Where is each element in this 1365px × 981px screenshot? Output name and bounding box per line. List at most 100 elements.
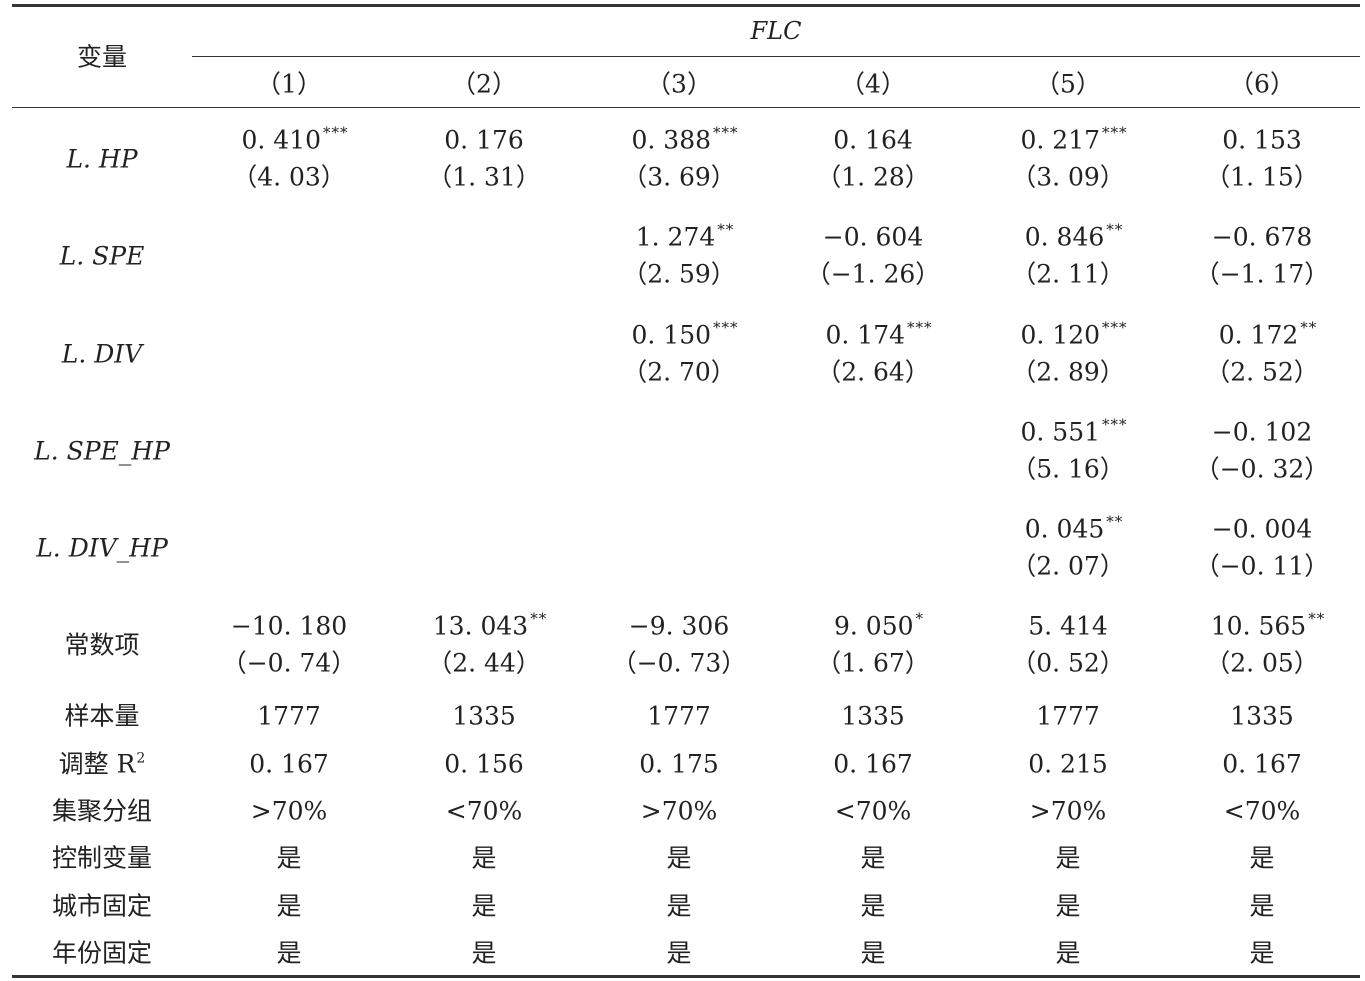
t-statistic: （1. 28） (816, 162, 930, 192)
coefficient: 0. 388 *** (631, 125, 738, 153)
coefficient-value: 0. 217 (1020, 125, 1101, 155)
t-statistic: （2. 11） (1011, 259, 1125, 289)
coefficient-value: 0. 846 (1024, 222, 1105, 252)
group-header-flc: FLC (750, 17, 802, 45)
stat-value: >70% (250, 796, 328, 826)
stat-value: 1335 (1230, 701, 1294, 731)
t-statistic: （2. 59） (622, 259, 736, 289)
significance-stars: ** (530, 609, 548, 628)
t-statistic: （3. 69） (622, 162, 736, 192)
coefficient-value: −9. 306 (628, 611, 730, 641)
coefficient-value: 0. 045 (1024, 514, 1105, 544)
stat-value: <70% (1223, 796, 1301, 826)
significance-stars: * (915, 609, 925, 628)
stat-label: 年份固定 (52, 941, 152, 966)
t-statistic: （2. 64） (816, 357, 930, 387)
t-statistic: （−1. 26） (805, 259, 941, 289)
t-statistic: （1. 15） (1205, 162, 1319, 192)
coefficient: 0. 045 ** (1024, 514, 1124, 544)
top-rule (12, 4, 1360, 7)
coefficient-value: 0. 153 (1222, 125, 1302, 155)
coefficient: 0. 120 *** (1020, 320, 1127, 348)
stat-value: >70% (640, 796, 718, 826)
stat-value: 是 (276, 843, 302, 873)
stat-value: 是 (1249, 938, 1275, 968)
significance-stars: ** (717, 220, 735, 239)
column-header-2: （2） (451, 69, 517, 99)
row-label: L. HP (66, 144, 138, 173)
column-header-6: （6） (1229, 69, 1295, 99)
stat-label-text: 控制变量 (51, 843, 153, 873)
significance-stars: *** (323, 123, 349, 142)
stat-value: 是 (666, 938, 692, 968)
t-statistic: （3. 09） (1011, 162, 1125, 192)
bottom-rule (12, 975, 1360, 978)
coefficient-value: 1. 274 (635, 222, 716, 252)
significance-stars: *** (1102, 318, 1128, 337)
coefficient-value: 5. 414 (1028, 611, 1108, 641)
stat-value: 是 (276, 938, 302, 968)
coefficient-value: 0. 174 (825, 320, 906, 350)
significance-stars: *** (713, 318, 739, 337)
stat-value: 1335 (841, 701, 905, 731)
stat-value: 是 (1055, 938, 1081, 968)
stat-label: 集聚分组 (52, 799, 152, 824)
coefficient-value: 13. 043 (432, 611, 529, 641)
t-statistic: （0. 52） (1011, 648, 1125, 678)
stat-label-text: 城市固定 (51, 891, 153, 921)
stat-value: 是 (666, 843, 692, 873)
stat-value: 1777 (1036, 701, 1100, 731)
coefficient-value: 0. 176 (444, 125, 524, 155)
stat-value: >70% (1029, 796, 1107, 826)
stat-value: 0. 175 (639, 749, 719, 779)
stat-label-text: 集聚分组 (51, 796, 153, 826)
stat-value: 0. 156 (444, 749, 524, 779)
coefficient: 9. 050 * (833, 611, 924, 641)
row-label: L. DIV_HP (36, 533, 168, 562)
stat-label: 城市固定 (52, 894, 152, 919)
stat-value: 是 (666, 891, 692, 921)
header-rule (12, 107, 1360, 108)
coefficient-value: 0. 150 (631, 320, 712, 350)
t-statistic: （2. 70） (622, 357, 736, 387)
coefficient: −0. 004 (1212, 517, 1312, 542)
significance-stars: ** (1106, 220, 1124, 239)
t-statistic: （2. 89） (1011, 357, 1125, 387)
stat-value: 0. 215 (1028, 749, 1108, 779)
row-label: L. SPE (59, 241, 145, 270)
coefficient: 5. 414 (1028, 614, 1108, 639)
stat-value: 1777 (257, 701, 321, 731)
stat-value: 是 (860, 938, 886, 968)
stat-value: 是 (471, 843, 497, 873)
coefficient: 10. 565 ** (1211, 611, 1325, 639)
row-label: 常数项 (64, 630, 140, 659)
stat-label: 控制变量 (52, 846, 152, 871)
coefficient: −0. 102 (1212, 420, 1312, 445)
t-statistic: （1. 31） (427, 162, 541, 192)
column-header-4: （4） (840, 69, 906, 99)
coefficient: −0. 678 (1212, 225, 1312, 250)
coefficient: −0. 604 (823, 225, 923, 250)
significance-stars: *** (1102, 415, 1128, 434)
coefficient: 0. 174 *** (825, 320, 932, 350)
t-statistic: （−0. 32） (1194, 454, 1330, 484)
coefficient: 0. 551 *** (1020, 417, 1127, 445)
column-header-1: （1） (256, 69, 322, 99)
coefficient-value: 9. 050 (833, 611, 914, 641)
coefficient: 0. 172 ** (1219, 320, 1318, 348)
row-label: L. DIV (61, 339, 143, 368)
significance-stars: *** (713, 123, 739, 142)
stat-label-text: 调整 R (58, 749, 136, 779)
coefficient-value: −0. 102 (1211, 417, 1313, 447)
stat-value: 是 (1055, 843, 1081, 873)
coefficient-value: −0. 678 (1211, 222, 1313, 252)
stat-value: 0. 167 (1222, 749, 1302, 779)
coefficient: −10. 180 (231, 614, 347, 639)
row-label: L. SPE_HP (34, 436, 170, 465)
column-header-3: （3） (646, 69, 712, 99)
t-statistic: （−0. 73） (611, 648, 747, 678)
coefficient: 0. 153 (1222, 128, 1302, 153)
significance-stars: *** (907, 318, 933, 337)
stat-value: 是 (471, 938, 497, 968)
